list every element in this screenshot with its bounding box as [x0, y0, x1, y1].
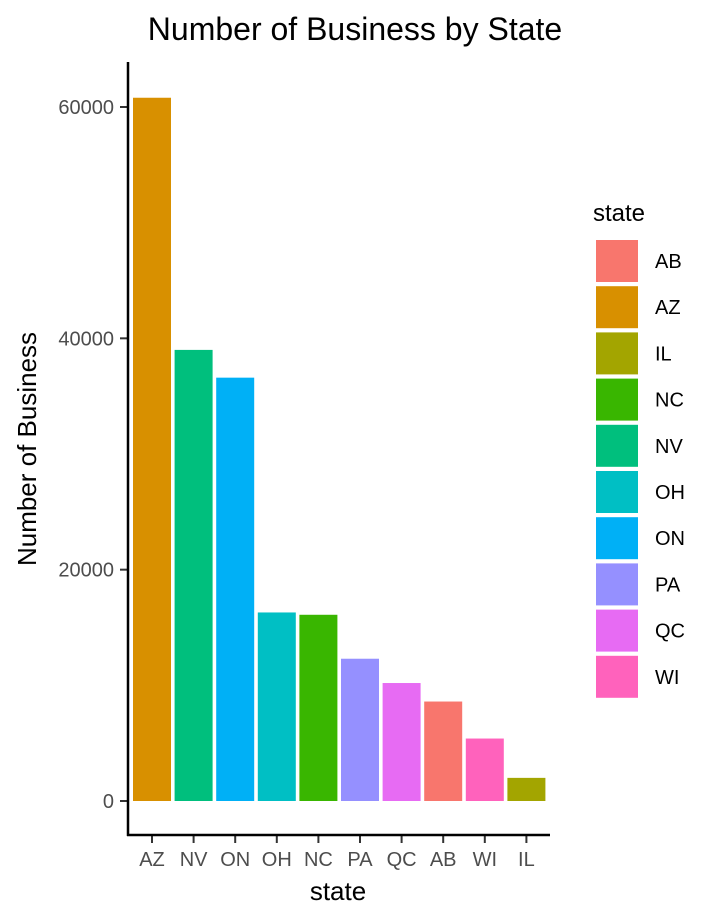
y-tick-label: 40000	[58, 328, 114, 350]
bar-ab	[424, 701, 463, 801]
legend-key-qc	[596, 609, 638, 652]
legend-label-on: ON	[655, 528, 685, 550]
legend-label-pa: PA	[655, 574, 681, 596]
legend-key-on	[596, 517, 638, 560]
x-tick-label: NC	[304, 849, 333, 871]
x-tick-label: AZ	[139, 849, 165, 871]
bar-pa	[341, 658, 379, 801]
x-tick-label: AB	[430, 849, 457, 871]
y-axis-title: Number of Business	[12, 332, 42, 566]
bar-il	[507, 777, 546, 801]
legend-key-pa	[596, 563, 638, 606]
y-axis-ticks: 0 20000 40000 60000	[58, 97, 127, 813]
y-tick-label: 60000	[58, 97, 114, 119]
legend-key-wi	[596, 655, 638, 698]
x-tick-label: WI	[473, 849, 497, 871]
legend-key-nv	[596, 424, 638, 467]
bars-group	[133, 97, 546, 802]
legend-title: state	[593, 200, 645, 227]
legend-label-qc: QC	[655, 621, 685, 643]
legend-label-az: AZ	[655, 297, 681, 319]
legend: state AB AZ IL NC NV OH ON PA QC WI	[593, 200, 685, 698]
x-tick-label: NV	[180, 849, 208, 871]
legend-key-il	[596, 332, 638, 375]
legend-key-az	[596, 286, 638, 329]
x-tick-label: PA	[347, 849, 373, 871]
legend-key-ab	[596, 240, 638, 282]
x-axis-ticks: AZ NV ON OH NC PA QC AB WI IL	[139, 836, 535, 871]
legend-label-nv: NV	[655, 436, 683, 458]
legend-label-wi: WI	[655, 667, 679, 689]
x-axis-title: state	[310, 876, 366, 906]
legend-key-oh	[596, 471, 638, 513]
y-tick-label: 20000	[58, 560, 114, 582]
bar-nc	[299, 614, 338, 801]
legend-label-oh: OH	[655, 482, 685, 504]
chart-title: Number of Business by State	[148, 11, 562, 47]
bar-on	[216, 377, 255, 801]
bar-wi	[465, 738, 504, 801]
y-tick-label: 0	[103, 791, 114, 813]
legend-key-nc	[596, 378, 638, 421]
x-tick-label: IL	[518, 849, 535, 871]
bar-oh	[257, 612, 296, 801]
legend-label-ab: AB	[655, 251, 682, 273]
x-tick-label: OH	[262, 849, 292, 871]
legend-label-nc: NC	[655, 390, 684, 412]
legend-label-il: IL	[655, 343, 672, 365]
bar-az	[133, 97, 171, 802]
bar-nv	[174, 349, 213, 801]
x-tick-label: QC	[387, 849, 417, 871]
x-tick-label: ON	[220, 849, 250, 871]
bar-qc	[382, 683, 421, 801]
